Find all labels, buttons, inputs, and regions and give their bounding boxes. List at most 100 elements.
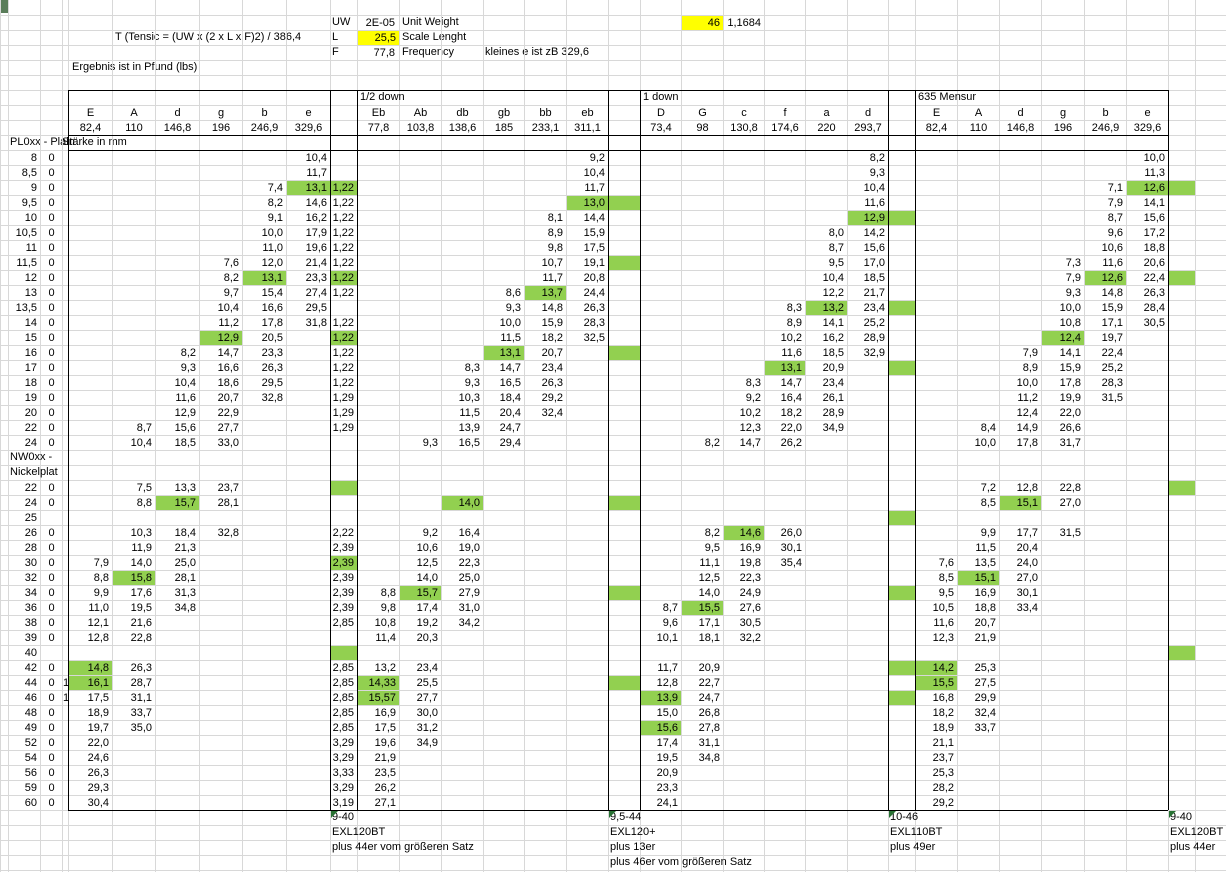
sheet-cell[interactable]: 30,1 [1016,587,1038,599]
sheet-cell[interactable]: 32 [24,572,37,584]
sheet-cell[interactable]: 19,2 [416,617,438,629]
sheet-cell[interactable]: 22,9 [217,407,239,419]
sheet-cell[interactable]: 0 [48,212,55,224]
sheet-cell[interactable]: d [1017,107,1024,119]
sheet-cell[interactable]: 24,4 [583,287,605,299]
sheet-cell[interactable]: 23,4 [416,662,438,674]
sheet-cell[interactable]: 18,5 [822,347,844,359]
sheet-cell[interactable]: 24,9 [739,587,761,599]
sheet-cell[interactable]: 10,4 [863,182,885,194]
sheet-cell[interactable]: 28,1 [174,572,196,584]
sheet-cell[interactable]: 77,8 [367,122,390,134]
sheet-cell[interactable]: 20 [24,407,37,419]
sheet-cell[interactable]: 9,2 [745,392,761,404]
sheet-cell[interactable]: 30,5 [739,617,761,629]
sheet-cell[interactable]: 26,3 [583,302,605,314]
sheet-cell[interactable]: 29,5 [305,302,327,314]
highlighted-cell[interactable]: 13,7 [525,286,566,300]
section-title[interactable]: 1 down [643,91,679,103]
sheet-cell[interactable]: 27,7 [217,422,239,434]
sheet-cell[interactable]: 16,9 [374,707,396,719]
sheet-cell[interactable]: 14,6 [305,197,327,209]
sheet-cell[interactable]: 8,8 [136,497,152,509]
sheet-cell[interactable]: 48 [24,707,37,719]
sheet-cell[interactable]: 98 [696,122,709,134]
sheet-cell[interactable]: 18,5 [863,272,885,284]
sheet-cell[interactable]: 22 [24,422,37,434]
sheet-cell[interactable]: db [456,107,469,119]
sheet-cell[interactable]: 0 [48,797,55,809]
sheet-cell[interactable]: 28 [24,542,37,554]
sheet-cell[interactable]: 10,4 [583,167,605,179]
sheet-cell[interactable]: 32,5 [583,332,605,344]
sheet-cell[interactable]: 20,7 [217,392,239,404]
sheet-cell[interactable]: 8,2 [267,197,283,209]
sheet-cell[interactable]: 8,9 [786,317,802,329]
sheet-cell[interactable]: 20,7 [541,347,563,359]
highlighted-cell[interactable]: 13,0 [567,196,608,210]
sheet-cell[interactable]: 11,6 [1102,257,1123,269]
sheet-cell[interactable]: 0 [48,302,55,314]
sheet-cell[interactable]: 17 [24,362,37,374]
sheet-cell[interactable]: 26,3 [1143,287,1165,299]
sheet-cell[interactable]: 3,33 [332,767,354,779]
sheet-cell[interactable]: 196 [211,122,231,134]
sheet-cell[interactable]: 0 [48,617,55,629]
sheet-cell[interactable]: 26,2 [374,782,396,794]
sheet-cell[interactable]: 18,2 [780,407,802,419]
sheet-cell[interactable]: 8,5 [21,167,37,179]
sheet-cell[interactable]: 22,0 [87,737,109,749]
sheet-cell[interactable]: 23,3 [261,347,283,359]
sheet-cell[interactable]: 220 [817,122,836,134]
sheet-cell[interactable]: g [217,107,225,119]
highlighted-cell[interactable] [331,481,357,495]
sheet-cell[interactable]: 8,9 [547,227,563,239]
sheet-cell[interactable]: 10,5 [932,602,954,614]
sheet-cell[interactable]: 9,8 [547,242,563,254]
highlighted-cell[interactable]: 12,4 [1042,331,1084,345]
sheet-cell[interactable]: 22,3 [739,572,761,584]
sheet-cell[interactable]: 9,3 [464,377,480,389]
sheet-cell[interactable]: 16,5 [458,437,480,449]
highlighted-cell[interactable] [1169,481,1195,495]
sheet-cell[interactable]: 21,4 [305,257,327,269]
sheet-cell[interactable]: 11,7 [306,167,327,179]
sheet-cell[interactable]: 18,5 [174,437,196,449]
sheet-cell[interactable]: 15,9 [541,317,563,329]
sheet-cell[interactable]: 8,2 [704,437,720,449]
sheet-cell[interactable]: 20,9 [656,767,678,779]
set-name-label[interactable]: EXL120BT [1170,826,1224,838]
sheet-cell[interactable]: 12,2 [822,287,844,299]
sheet-cell[interactable]: 8,5 [980,497,996,509]
sheet-cell[interactable]: 7,5 [136,482,152,494]
sheet-cell[interactable]: 13,5 [15,302,37,314]
sheet-cell[interactable]: 7,4 [267,182,283,194]
sheet-cell[interactable]: 15,6 [174,422,196,434]
sheet-cell[interactable]: 146,8 [1006,122,1035,134]
sheet-cell[interactable]: 11,1 [699,557,720,569]
sheet-cell[interactable]: 28,1 [217,497,239,509]
sheet-cell[interactable]: 20,7 [974,617,996,629]
sheet-cell[interactable]: 0 [48,572,55,584]
highlighted-cell[interactable]: 15,1 [1000,496,1041,510]
sheet-cell[interactable]: 26,3 [130,662,152,674]
sheet-cell[interactable]: 10,7 [541,257,563,269]
sheet-cell[interactable]: 54 [24,752,37,764]
sheet-cell[interactable]: 24,0 [1016,557,1038,569]
sheet-cell[interactable]: 16,9 [974,587,996,599]
sheet-cell[interactable]: gb [497,107,511,119]
sheet-cell[interactable]: 44 [24,677,37,689]
sheet-cell[interactable]: 27,0 [1016,572,1038,584]
sheet-cell[interactable]: 8 [30,152,37,164]
sheet-cell[interactable]: 1,29 [332,422,354,434]
sheet-cell[interactable]: 34,8 [174,602,196,614]
sheet-cell[interactable]: 60 [24,797,37,809]
sheet-cell[interactable]: 0 [48,497,55,509]
sheet-cell[interactable]: 246,9 [1091,122,1120,134]
sheet-cell[interactable]: d [174,107,181,119]
sheet-cell[interactable]: 17,1 [1101,317,1123,329]
sheet-cell[interactable]: 32,4 [541,407,563,419]
sheet-cell[interactable]: 10,3 [458,392,480,404]
sheet-cell[interactable]: 20,4 [499,407,521,419]
sheet-cell[interactable]: 9,3 [422,437,438,449]
